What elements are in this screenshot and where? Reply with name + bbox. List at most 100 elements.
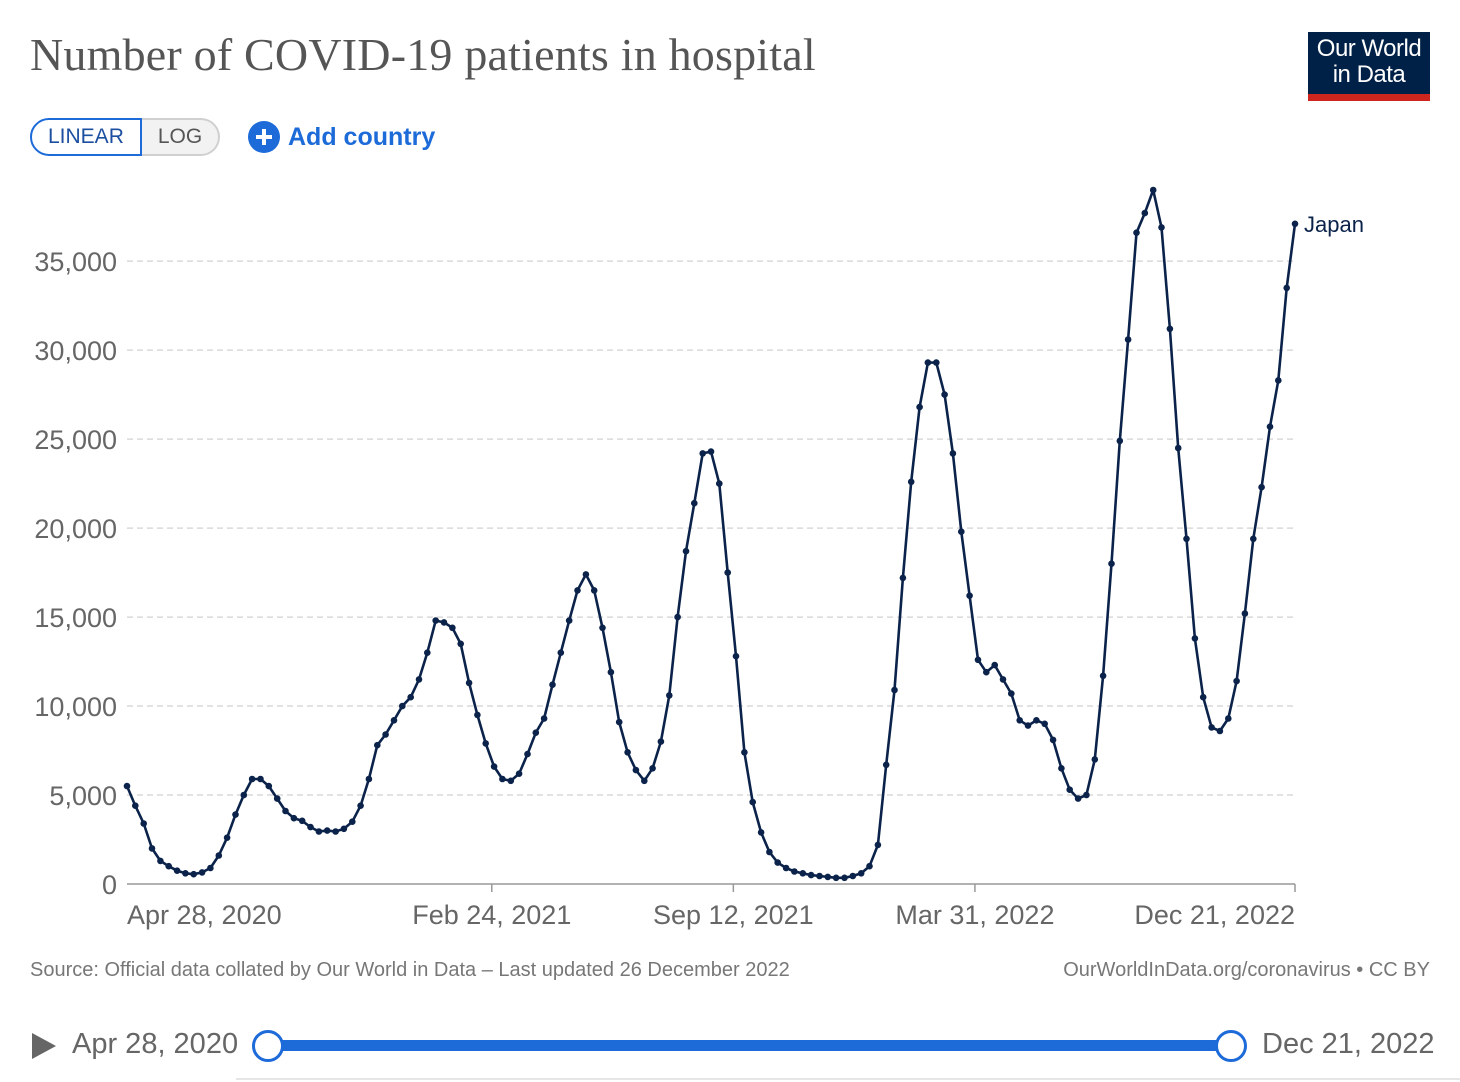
data-point <box>424 649 431 656</box>
data-point <box>1141 209 1149 217</box>
data-point <box>524 750 531 758</box>
data-point <box>1066 786 1073 793</box>
data-point <box>1233 677 1240 685</box>
data-point <box>273 795 281 802</box>
data-point <box>666 692 673 699</box>
data-point <box>165 862 172 870</box>
data-point <box>282 807 289 815</box>
data-point <box>824 873 832 881</box>
data-point <box>390 717 398 724</box>
y-tick-label: 25,000 <box>34 425 117 455</box>
data-point <box>691 499 698 507</box>
data-point <box>599 624 606 632</box>
data-point <box>490 763 498 770</box>
data-point <box>674 613 681 621</box>
data-point <box>1124 336 1132 343</box>
timeline-end-label: Dec 21, 2022 <box>1262 1028 1435 1060</box>
series-label-japan: Japan <box>1304 212 1364 237</box>
divider <box>236 1078 1460 1080</box>
data-point <box>582 571 590 578</box>
data-point <box>657 738 665 745</box>
y-tick-label: 15,000 <box>34 603 117 633</box>
timeline-start-label: Apr 28, 2020 <box>72 1028 239 1060</box>
data-point <box>132 802 139 809</box>
line-chart: 0 5,000 10,000 15,000 20,000 25,000 30,000 35,0… <box>34 186 1364 930</box>
scale-toggle: LINEAR LOG <box>30 118 221 156</box>
y-tick-label: 10,000 <box>34 692 117 722</box>
data-point <box>557 649 565 656</box>
data-point <box>298 817 306 825</box>
data-point <box>891 686 898 694</box>
data-point <box>1108 560 1115 567</box>
data-point <box>1191 635 1199 642</box>
data-point <box>432 617 440 624</box>
data-point <box>157 857 164 865</box>
data-point <box>540 715 548 722</box>
data-point <box>465 679 473 687</box>
data-point <box>999 676 1007 683</box>
data-point <box>574 587 581 594</box>
data-point <box>1058 765 1065 772</box>
data-point <box>499 775 506 783</box>
data-point <box>323 827 331 834</box>
data-point <box>382 731 389 738</box>
data-point <box>799 870 807 877</box>
data-point <box>1291 220 1299 228</box>
add-country-button[interactable]: Add country <box>248 120 435 154</box>
data-point <box>1024 722 1032 729</box>
data-point <box>766 848 773 856</box>
data-point <box>1216 727 1224 735</box>
data-point <box>1016 717 1023 724</box>
logo-red-bar <box>1308 94 1430 101</box>
data-point <box>198 869 206 876</box>
timeline-start-handle[interactable] <box>252 1030 284 1062</box>
data-point <box>1033 717 1040 724</box>
data-point <box>507 777 515 785</box>
data-point <box>182 870 189 877</box>
data-point <box>941 391 948 398</box>
data-point <box>866 862 873 870</box>
attribution-link[interactable]: OurWorldInData.org/coronavirus • CC BY <box>1063 959 1430 981</box>
data-point <box>1158 224 1165 231</box>
data-point <box>991 661 998 669</box>
data-point <box>682 547 690 555</box>
data-point <box>899 574 907 582</box>
x-tick-label: Sep 12, 2021 <box>653 900 814 930</box>
data-point <box>874 841 882 849</box>
data-point <box>1241 610 1249 617</box>
data-point <box>983 668 990 676</box>
data-point <box>807 871 815 879</box>
timeline-end-handle[interactable] <box>1215 1030 1247 1062</box>
data-point <box>1174 444 1182 452</box>
y-tick-label: 35,000 <box>34 247 117 277</box>
data-point <box>774 859 781 866</box>
data-point <box>1074 795 1082 802</box>
data-point <box>1266 423 1274 431</box>
y-tick-label: 5,000 <box>49 781 117 811</box>
data-point <box>1133 229 1140 236</box>
data-point <box>757 829 765 836</box>
data-point <box>924 359 932 366</box>
log-button[interactable]: LOG <box>141 118 221 156</box>
play-icon[interactable] <box>32 1033 56 1059</box>
data-point <box>741 749 748 756</box>
data-point <box>791 868 798 875</box>
linear-button[interactable]: LINEAR <box>30 118 142 156</box>
data-point <box>707 448 715 455</box>
data-point <box>1049 736 1057 744</box>
data-point <box>749 798 756 806</box>
data-point <box>1116 437 1124 445</box>
data-point <box>832 874 840 882</box>
data-point <box>1091 756 1099 763</box>
logo-line-1: Our World <box>1316 35 1422 62</box>
data-point <box>315 828 323 835</box>
x-tick-label: Mar 31, 2022 <box>895 900 1054 930</box>
timeline-track[interactable] <box>266 1040 1230 1051</box>
owid-logo[interactable]: Our World in Data <box>1308 32 1430 101</box>
data-point <box>148 845 156 852</box>
data-point <box>265 782 273 790</box>
data-point <box>933 359 940 366</box>
data-point <box>857 870 865 877</box>
data-point <box>958 528 965 535</box>
plus-icon <box>248 121 280 153</box>
